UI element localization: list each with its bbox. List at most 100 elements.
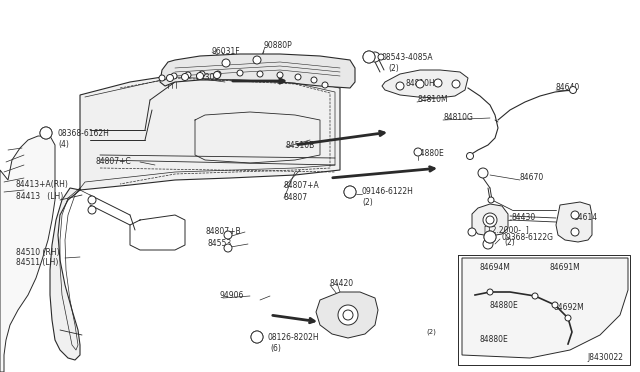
Circle shape [370,52,380,62]
Text: 84880E: 84880E [479,336,508,344]
Polygon shape [0,136,55,372]
Circle shape [214,71,221,78]
Circle shape [467,153,474,160]
Text: (2): (2) [504,237,515,247]
Circle shape [253,56,261,64]
Text: 84810M: 84810M [417,96,447,105]
Text: 84553: 84553 [208,240,232,248]
Circle shape [215,71,221,77]
Text: J8430022: J8430022 [587,353,623,362]
Circle shape [363,51,375,63]
Text: 84300: 84300 [195,74,220,83]
Text: S: S [255,334,259,340]
Circle shape [224,231,232,239]
Text: 84807: 84807 [284,193,308,202]
Text: 90880P: 90880P [264,42,292,51]
Circle shape [185,72,191,78]
Circle shape [478,168,488,178]
Circle shape [237,70,243,76]
Circle shape [565,315,571,321]
Text: S: S [488,234,492,240]
Text: 84511 (LH): 84511 (LH) [16,259,58,267]
Circle shape [434,79,442,87]
Text: B: B [348,189,352,195]
Text: 84640: 84640 [556,83,580,93]
Text: 84420: 84420 [330,279,354,288]
Circle shape [251,331,263,343]
Circle shape [483,239,493,249]
Circle shape [484,231,496,243]
Circle shape [224,244,232,252]
Circle shape [416,80,424,88]
Circle shape [487,289,493,295]
Text: 96031F: 96031F [212,48,241,57]
Circle shape [570,87,577,93]
Polygon shape [462,258,628,358]
Text: 84880E: 84880E [416,150,445,158]
Polygon shape [160,54,355,88]
Circle shape [486,216,494,224]
Text: (2): (2) [362,198,372,206]
Circle shape [378,54,384,60]
Circle shape [452,80,460,88]
Polygon shape [50,72,340,360]
Circle shape [552,302,558,308]
Text: S: S [367,55,371,60]
Circle shape [322,82,328,88]
Text: 08368-6162H: 08368-6162H [58,128,110,138]
Text: 08126-8202H: 08126-8202H [268,333,319,341]
Text: 84670: 84670 [520,173,544,183]
Circle shape [338,305,358,325]
Polygon shape [472,204,508,236]
Circle shape [88,196,96,204]
Circle shape [166,74,173,81]
Text: 84807+C: 84807+C [95,157,131,167]
Text: 08543-4085A: 08543-4085A [381,52,433,61]
Polygon shape [382,70,468,98]
Circle shape [257,71,263,77]
Text: 09146-6122H: 09146-6122H [362,187,414,196]
Circle shape [532,293,538,299]
Circle shape [343,310,353,320]
Circle shape [483,213,497,227]
Circle shape [414,148,422,156]
Circle shape [88,206,96,214]
Circle shape [40,127,52,139]
Circle shape [571,211,579,219]
Circle shape [182,74,189,80]
Circle shape [199,71,205,77]
Text: 09368-6122G: 09368-6122G [501,232,553,241]
Text: 84807+B: 84807+B [205,228,241,237]
Text: 84807+A: 84807+A [284,180,320,189]
Circle shape [344,186,356,198]
Circle shape [295,74,301,80]
Text: (6): (6) [271,343,282,353]
Circle shape [363,51,375,63]
Circle shape [40,127,52,139]
Circle shape [171,73,177,79]
Text: 84694M: 84694M [479,263,510,272]
Text: 84810H: 84810H [405,80,435,89]
Circle shape [196,73,204,80]
Polygon shape [316,292,378,338]
Text: 84413+A(RH): 84413+A(RH) [16,180,69,189]
Text: 84510 (RH): 84510 (RH) [16,247,60,257]
Text: 84880E: 84880E [490,301,519,311]
Circle shape [277,72,283,78]
Circle shape [571,228,579,236]
Circle shape [344,186,356,198]
Circle shape [396,82,404,90]
Text: (2): (2) [426,329,436,335]
Circle shape [222,59,230,67]
Polygon shape [556,202,592,242]
Text: 84810G: 84810G [443,113,473,122]
Text: S: S [44,131,48,135]
Text: [12.2000-  ]: [12.2000- ] [484,225,529,234]
Circle shape [468,228,476,236]
Text: 84692M: 84692M [553,304,584,312]
Circle shape [159,75,165,81]
Circle shape [251,331,263,343]
Text: 84691M: 84691M [550,263,580,272]
Text: 84614: 84614 [574,214,598,222]
Text: 84430: 84430 [511,214,535,222]
